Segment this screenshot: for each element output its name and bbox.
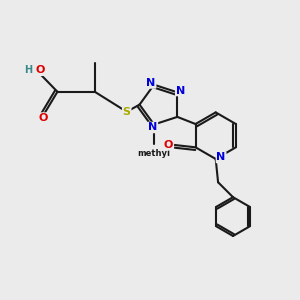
Text: N: N — [216, 152, 226, 163]
Text: N: N — [148, 122, 158, 133]
Text: N: N — [176, 85, 185, 95]
Text: H: H — [24, 65, 32, 75]
Text: N: N — [146, 78, 156, 88]
Text: O: O — [36, 65, 45, 75]
Text: O: O — [38, 113, 48, 123]
Text: S: S — [123, 107, 131, 117]
Text: methyl: methyl — [137, 149, 170, 158]
Text: O: O — [164, 140, 173, 150]
